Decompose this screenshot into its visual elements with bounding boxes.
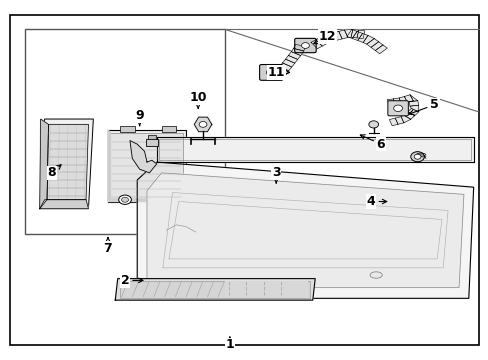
Polygon shape	[320, 34, 330, 44]
Polygon shape	[370, 42, 382, 50]
Polygon shape	[194, 117, 211, 132]
Text: 6: 6	[360, 135, 385, 150]
Polygon shape	[276, 67, 288, 75]
Polygon shape	[40, 119, 93, 209]
Text: |: |	[245, 282, 247, 286]
Polygon shape	[375, 45, 386, 54]
Polygon shape	[407, 108, 418, 116]
Polygon shape	[400, 115, 410, 123]
Bar	[159, 139, 470, 160]
Circle shape	[413, 154, 420, 159]
Polygon shape	[40, 119, 48, 209]
Polygon shape	[346, 30, 356, 39]
Text: 11: 11	[267, 66, 289, 79]
Text: 7: 7	[103, 238, 112, 255]
Polygon shape	[137, 162, 473, 298]
Text: 10: 10	[189, 91, 206, 108]
Bar	[120, 126, 135, 132]
Polygon shape	[351, 31, 362, 40]
Polygon shape	[392, 98, 400, 105]
Polygon shape	[293, 44, 305, 51]
Text: |: |	[245, 291, 247, 295]
Text: |: |	[263, 291, 264, 295]
Polygon shape	[363, 35, 373, 44]
Polygon shape	[403, 112, 414, 119]
Text: 2: 2	[121, 274, 142, 287]
Polygon shape	[282, 59, 294, 67]
Polygon shape	[310, 40, 322, 49]
Circle shape	[122, 197, 128, 202]
Polygon shape	[108, 199, 185, 202]
Polygon shape	[315, 37, 326, 46]
Polygon shape	[386, 99, 394, 106]
FancyBboxPatch shape	[259, 64, 283, 80]
Text: 3: 3	[271, 166, 280, 183]
Text: 8: 8	[47, 165, 61, 179]
Text: |: |	[228, 291, 230, 295]
Circle shape	[199, 122, 206, 127]
Text: |: |	[280, 286, 281, 291]
FancyBboxPatch shape	[387, 101, 407, 116]
Polygon shape	[366, 39, 378, 47]
Polygon shape	[326, 33, 336, 42]
Polygon shape	[108, 130, 110, 202]
Text: |: |	[228, 282, 230, 286]
Text: |: |	[245, 286, 247, 291]
Text: 9: 9	[135, 109, 143, 126]
Text: |: |	[263, 286, 264, 291]
Polygon shape	[357, 33, 367, 42]
Polygon shape	[408, 101, 418, 106]
Polygon shape	[408, 95, 417, 102]
Polygon shape	[399, 96, 407, 104]
Text: |: |	[280, 291, 281, 295]
Bar	[108, 130, 185, 202]
Polygon shape	[388, 118, 397, 126]
Bar	[120, 281, 310, 298]
Circle shape	[368, 121, 378, 128]
Polygon shape	[404, 95, 412, 103]
Polygon shape	[47, 125, 88, 200]
Circle shape	[393, 105, 402, 112]
Polygon shape	[40, 200, 88, 209]
Text: |: |	[263, 282, 264, 286]
Polygon shape	[157, 137, 473, 162]
FancyBboxPatch shape	[294, 39, 316, 53]
Text: 5: 5	[408, 98, 438, 114]
Polygon shape	[394, 117, 403, 124]
Circle shape	[266, 69, 276, 76]
Polygon shape	[332, 31, 342, 40]
Polygon shape	[288, 51, 300, 59]
Polygon shape	[285, 55, 297, 63]
Circle shape	[301, 42, 309, 48]
Polygon shape	[356, 30, 364, 39]
Text: 1: 1	[225, 337, 234, 351]
Polygon shape	[130, 140, 157, 173]
Text: 4: 4	[366, 195, 386, 208]
Polygon shape	[279, 63, 291, 71]
Bar	[161, 126, 176, 132]
Bar	[148, 135, 156, 139]
Polygon shape	[344, 30, 352, 37]
Polygon shape	[338, 30, 347, 39]
Polygon shape	[115, 279, 315, 300]
Polygon shape	[147, 173, 463, 288]
Text: 12: 12	[313, 30, 335, 44]
Text: |: |	[228, 286, 230, 291]
Circle shape	[119, 195, 131, 204]
Polygon shape	[409, 105, 418, 112]
Bar	[25, 30, 224, 234]
Bar	[224, 281, 307, 298]
Polygon shape	[350, 30, 358, 38]
Text: |: |	[280, 282, 281, 286]
Bar	[110, 133, 182, 199]
Ellipse shape	[369, 272, 382, 278]
Circle shape	[410, 152, 424, 162]
Bar	[146, 139, 158, 146]
Polygon shape	[291, 49, 303, 55]
